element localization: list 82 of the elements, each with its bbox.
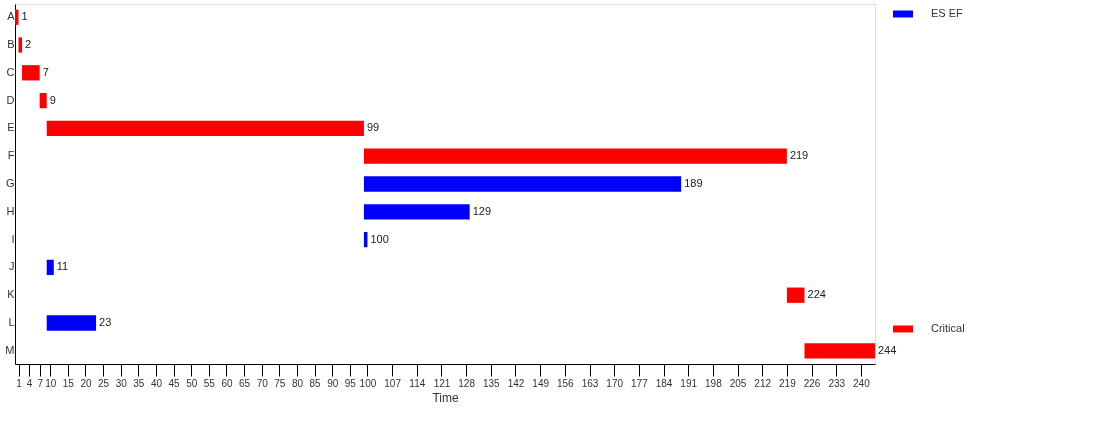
x-tick-label: 25 [98,377,110,389]
x-tick-label: 15 [62,377,75,389]
x-tick-label: 240 [853,377,871,389]
x-tick-label: 4 [26,377,33,389]
y-tick-label: B [7,38,15,50]
x-tick-label: 233 [828,377,846,389]
x-tick-label: 20 [80,377,92,389]
x-tick-label: 90 [327,377,339,389]
x-tick-label: 156 [556,377,575,389]
x-tick-label: 121 [433,377,451,389]
y-tick-label: H [6,204,15,217]
text: 7 [42,65,49,78]
text: 11 [56,260,69,273]
x-tick-label: 205 [729,377,747,389]
x-tick-label: 184 [655,377,673,389]
text: 2 [25,38,32,50]
x-tick-label: 177 [631,377,649,389]
x-tick-label: 80 [291,377,304,389]
x-tick-label: 10 [45,377,57,389]
x-tick-label: 95 [344,377,357,389]
y-tick-label: E [7,121,15,134]
x-tick-label: 142 [507,377,525,389]
bar [46,259,54,276]
x-tick-label: 191 [680,377,698,389]
y-tick-label: L [8,316,15,328]
text: 219 [789,149,809,162]
text: 1 [21,10,28,23]
x-tick-label: 170 [606,377,624,389]
x-tick-label: 45 [168,377,181,389]
text: 99 [366,121,380,134]
bar [363,176,682,192]
x-tick-label: 55 [203,377,216,389]
x-tick-label: 40 [150,377,163,389]
x-tick-label: 60 [221,377,233,389]
x-tick-label: 226 [803,377,821,389]
x-tick-label: 7 [37,377,44,389]
x-tick-label: 212 [754,377,772,389]
bar [786,287,805,303]
x-tick-label: 163 [581,377,599,389]
text: 129 [472,204,492,217]
bar [363,204,470,220]
legend-label: Critical [931,322,965,334]
x-tick-label: 30 [115,377,128,389]
x-tick-label: 35 [133,377,145,389]
bar [39,92,47,109]
bar [804,343,875,359]
y-tick-label: K [7,288,16,301]
y-tick-label: J [9,260,15,273]
text: 100 [370,232,389,245]
x-tick-label: 70 [256,377,269,389]
y-tick-label: F [7,149,15,162]
x-tick-label: 65 [239,377,251,389]
x-tick-label: 135 [482,377,501,389]
bar [46,315,97,331]
text: 9 [49,93,56,106]
legend-label: ES EF [931,7,964,19]
x-tick-label: 85 [309,377,322,389]
y-tick-label: M [5,343,15,356]
x-tick-label: 128 [458,377,476,389]
y-tick-label: A [7,10,16,23]
text: 224 [807,288,826,301]
text: 189 [684,177,703,189]
x-tick-label: 198 [705,377,723,389]
x-tick-label: 100 [359,377,377,389]
y-tick-label: G [5,177,15,189]
bar [363,148,787,164]
x-tick-label: 1 [16,377,23,389]
x-tick-label: 50 [186,377,198,389]
x-tick-label: 149 [532,377,550,389]
x-tick-label: 219 [779,377,797,389]
x-tick-label: 75 [274,377,286,389]
x-tick-label: 114 [409,377,426,389]
y-tick-label: D [6,93,15,106]
text: 23 [99,316,112,328]
bar [46,120,364,137]
y-tick-label: I [11,232,15,245]
bar [15,9,19,25]
text: 244 [878,343,897,356]
bar [22,65,40,81]
y-tick-label: C [6,65,15,78]
x-axis-title: Time [432,390,459,405]
x-tick-label: 107 [384,377,402,389]
